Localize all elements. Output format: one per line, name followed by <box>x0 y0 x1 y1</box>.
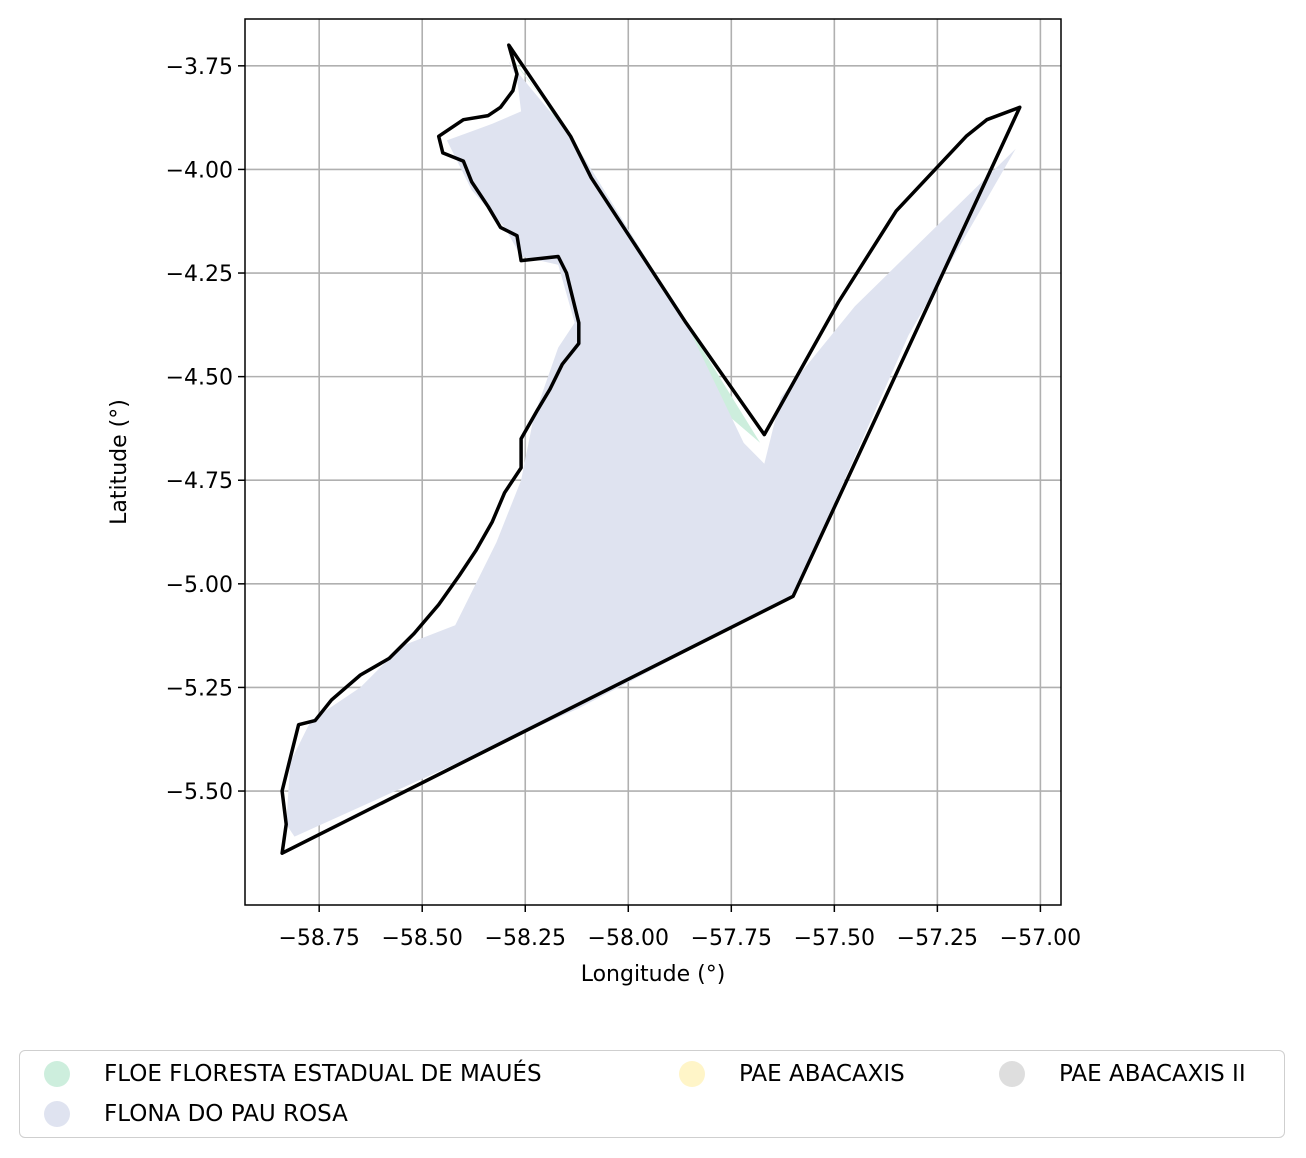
outline-path <box>280 43 1022 855</box>
x-tick-label-7: −57.00 <box>1000 926 1081 951</box>
y-tick-label-0: −3.75 <box>166 55 233 80</box>
legend-marker-pae-abacaxis <box>679 1061 705 1087</box>
area-flona-do-pau-rosa <box>286 61 1016 837</box>
x-tick-label-0: −58.75 <box>278 926 359 951</box>
x-tick-label-6: −57.25 <box>897 926 978 951</box>
y-tick-label-3: −4.50 <box>166 366 233 391</box>
x-axis-label: Longitude (°) <box>581 962 726 987</box>
legend-label-floe-maues: FLOE FLORESTA ESTADUAL DE MAUÉS <box>104 1061 542 1087</box>
legend-item-flona-pau-rosa: FLONA DO PAU ROSA <box>44 1099 348 1129</box>
y-tick-label-1: −4.00 <box>166 158 233 183</box>
x-tick-label-4: −57.75 <box>691 926 772 951</box>
y-tick-label-7: −5.50 <box>166 780 233 805</box>
legend-item-pae-abacaxis-ii: PAE ABACAXIS II <box>999 1059 1246 1089</box>
legend-label-flona-pau-rosa: FLONA DO PAU ROSA <box>104 1101 348 1127</box>
x-tick-label-5: −57.50 <box>794 926 875 951</box>
y-tick-label-6: −5.25 <box>166 676 233 701</box>
x-tick-label-2: −58.25 <box>485 926 566 951</box>
legend-label-pae-abacaxis-ii: PAE ABACAXIS II <box>1059 1061 1246 1087</box>
legend: FLOE FLORESTA ESTADUAL DE MAUÉS PAE ABAC… <box>19 1050 1285 1138</box>
y-axis-label: Latitude (°) <box>107 399 132 525</box>
legend-marker-pae-abacaxis-ii <box>999 1061 1025 1087</box>
boundary-outline <box>280 43 1022 855</box>
legend-marker-flona-pau-rosa <box>44 1101 70 1127</box>
x-axis-ticks: −58.75 −58.50 −58.25 −58.00 −57.75 −57.50 −57.… <box>278 905 1081 951</box>
y-tick-label-2: −4.25 <box>166 262 233 287</box>
legend-marker-floe-maues <box>44 1061 70 1087</box>
legend-item-floe-maues: FLOE FLORESTA ESTADUAL DE MAUÉS <box>44 1059 542 1089</box>
legend-item-pae-abacaxis: PAE ABACAXIS <box>679 1059 905 1089</box>
legend-label-pae-abacaxis: PAE ABACAXIS <box>739 1061 905 1087</box>
x-tick-label-3: −58.00 <box>588 926 669 951</box>
map-areas <box>286 53 1016 837</box>
y-tick-label-4: −4.75 <box>166 469 233 494</box>
plot-frame <box>244 18 1062 906</box>
y-tick-label-5: −5.00 <box>166 573 233 598</box>
x-tick-label-1: −58.50 <box>382 926 463 951</box>
y-axis-ticks: −3.75 −4.00 −4.25 −4.50 −4.75 −5.00 −5.25 −5.50 <box>166 55 245 805</box>
